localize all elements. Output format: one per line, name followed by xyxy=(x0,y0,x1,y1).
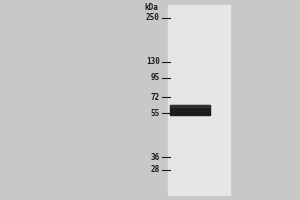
Bar xyxy=(168,5,230,195)
Text: 250: 250 xyxy=(146,14,160,22)
Bar xyxy=(170,105,210,115)
Text: 72: 72 xyxy=(151,92,160,102)
Text: 55: 55 xyxy=(151,108,160,117)
Text: 36: 36 xyxy=(151,152,160,162)
Text: 95: 95 xyxy=(151,73,160,82)
Text: 28: 28 xyxy=(151,166,160,174)
Bar xyxy=(170,105,210,107)
Text: kDa: kDa xyxy=(144,3,158,12)
Text: 130: 130 xyxy=(146,58,160,66)
